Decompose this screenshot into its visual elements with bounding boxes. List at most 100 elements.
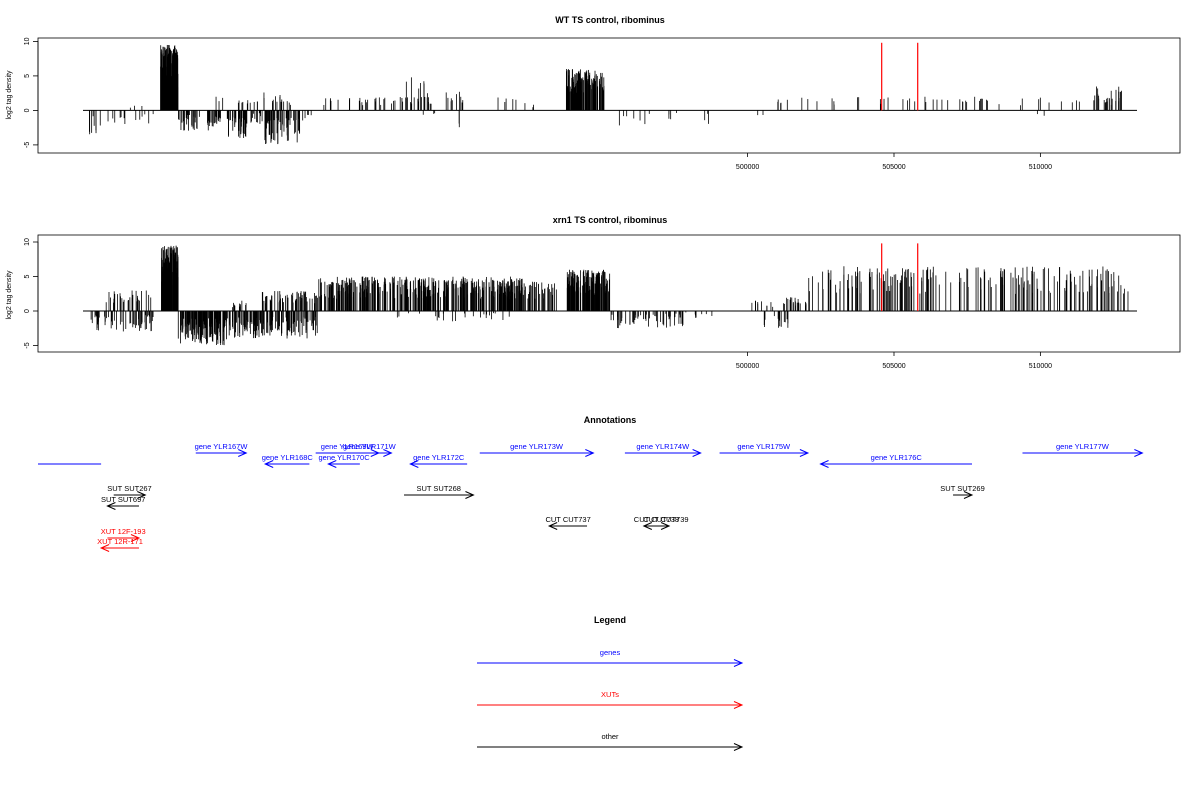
- wt-y-axis: -5 0 5 10: [24, 37, 39, 148]
- feature-arrowhead: [263, 460, 274, 468]
- wt-signal-bars: [89, 44, 1122, 145]
- wt-track-ylabel: log2 tag density: [6, 70, 13, 120]
- legend-arrowhead: [733, 701, 744, 709]
- feature-label: gene YLR175W: [737, 442, 791, 451]
- feature-label: gene YLR171W: [343, 442, 397, 451]
- xrn1-x-axis: 500000 505000 510000: [736, 352, 1052, 370]
- wt-track-panel: WT TS control, ribominus log2 tag densit…: [6, 15, 1181, 171]
- annotation-feature: gene YLR168C: [262, 453, 314, 468]
- feature-label: XUT 12F-193: [101, 527, 146, 536]
- wt-markers: [881, 42, 919, 111]
- x-tick-label: 505000: [882, 164, 905, 171]
- feature-label: gene YLR170C: [318, 453, 370, 462]
- feature-arrowhead: [1134, 449, 1144, 457]
- xrn1-markers: [881, 243, 919, 311]
- annotation-feature: gene YLR177W: [1022, 442, 1144, 457]
- annotation-feature: gene YLR170C: [318, 453, 370, 468]
- feature-arrowhead: [799, 449, 810, 457]
- y-tick-label: 0: [24, 108, 31, 112]
- feature-label: SUT SUT267: [107, 484, 151, 493]
- feature-label: gene YLR169W: [321, 442, 375, 451]
- y-tick-label: -5: [24, 142, 31, 148]
- feature-label: CUT CUT738: [634, 515, 679, 524]
- feature-arrowhead: [409, 460, 419, 468]
- legend-entry: other: [477, 732, 744, 751]
- legend-entries: genes XUTs other: [477, 648, 744, 751]
- xrn1-track-panel: xrn1 TS control, ribominus log2 tag dens…: [6, 215, 1181, 370]
- feature-label: gene YLR168C: [262, 453, 314, 462]
- y-tick-label: 5: [24, 274, 31, 278]
- legend-label: genes: [600, 648, 621, 657]
- feature-arrowhead: [692, 449, 702, 457]
- legend-label: XUTs: [601, 690, 619, 699]
- annotation-feature: SUT SUT268: [404, 484, 475, 499]
- feature-arrowhead: [660, 522, 671, 530]
- x-tick-label: 510000: [1029, 164, 1052, 171]
- annotation-feature: CUT CUT737: [545, 515, 591, 530]
- annotation-feature: gene YLR167W: [195, 442, 249, 457]
- legend-title: Legend: [594, 615, 626, 625]
- feature-label: CUT CUT737: [545, 515, 590, 524]
- annotations-panel: Annotations gene YLR167W gene YLR168C gene…: [38, 415, 1144, 552]
- annotation-feature: SUT SUT267: [107, 484, 152, 499]
- feature-label: gene YLR174W: [636, 442, 690, 451]
- legend-arrowhead: [733, 743, 744, 751]
- annotation-feature: CUT CUT739: [643, 515, 689, 530]
- feature-arrowhead: [465, 491, 475, 499]
- x-tick-label: 500000: [736, 363, 759, 370]
- legend-arrowhead: [733, 659, 744, 667]
- y-tick-label: 0: [24, 309, 31, 313]
- xrn1-signal-bars: [90, 245, 1129, 346]
- feature-arrowhead: [642, 522, 653, 530]
- feature-label: SUT SUT269: [940, 484, 984, 493]
- feature-label: SUT SUT697: [101, 495, 145, 504]
- x-tick-label: 510000: [1029, 363, 1052, 370]
- feature-arrowhead: [99, 544, 110, 552]
- feature-arrowhead: [963, 491, 974, 499]
- feature-label: gene YLR177W: [1056, 442, 1110, 451]
- feature-label: gene YLR173W: [510, 442, 564, 451]
- feature-arrowhead: [137, 491, 147, 499]
- annotation-feature: SUT SUT269: [940, 484, 985, 499]
- feature-arrowhead: [130, 534, 141, 542]
- y-tick-label: 10: [24, 238, 31, 246]
- annotations-title: Annotations: [584, 415, 637, 425]
- feature-label: gene YLR172C: [413, 453, 465, 462]
- annotation-feature: gene YLR173W: [479, 442, 595, 457]
- annotation-feature: SUT SUT697: [101, 495, 145, 510]
- feature-arrowhead: [106, 502, 116, 510]
- feature-arrowhead: [819, 460, 829, 468]
- annotation-feature: gene YLR171W: [343, 442, 397, 457]
- feature-label: XUT 12R-171: [97, 537, 143, 546]
- xrn1-track-ylabel: log2 tag density: [6, 270, 13, 320]
- annotation-feature: gene YLR176C: [819, 453, 972, 468]
- legend-entry: genes: [477, 648, 744, 667]
- wt-track-title: WT TS control, ribominus: [555, 15, 665, 25]
- annotation-feature: gene YLR175W: [719, 442, 810, 457]
- feature-label: CUT CUT739: [643, 515, 688, 524]
- xrn1-track-title: xrn1 TS control, ribominus: [553, 215, 668, 225]
- legend-label: other: [601, 732, 619, 741]
- wt-plot-frame: [37, 37, 1181, 154]
- annotation-feature: XUT 12F-193: [101, 527, 146, 542]
- feature-arrowhead: [238, 449, 248, 457]
- x-tick-label: 500000: [736, 164, 759, 171]
- annotation-feature: XUT 12R-171: [97, 537, 143, 552]
- y-tick-label: 5: [24, 74, 31, 78]
- feature-label: gene YLR176C: [871, 453, 923, 462]
- feature-arrowhead: [585, 449, 595, 457]
- feature-arrowhead: [383, 449, 393, 457]
- legend-entry: XUTs: [477, 690, 744, 709]
- feature-label: SUT SUT268: [416, 484, 460, 493]
- xrn1-y-axis: -5 0 5 10: [24, 238, 39, 349]
- annotation-feature: gene YLR174W: [624, 442, 702, 457]
- annotation-feature: gene YLR172C: [409, 453, 468, 468]
- feature-label: gene YLR167W: [195, 442, 249, 451]
- y-tick-label: 10: [24, 37, 31, 45]
- feature-arrowhead: [547, 522, 558, 530]
- legend-panel: Legend genes XUTs other: [477, 615, 744, 751]
- x-tick-label: 505000: [882, 363, 905, 370]
- wt-x-axis: 500000 505000 510000: [736, 153, 1052, 171]
